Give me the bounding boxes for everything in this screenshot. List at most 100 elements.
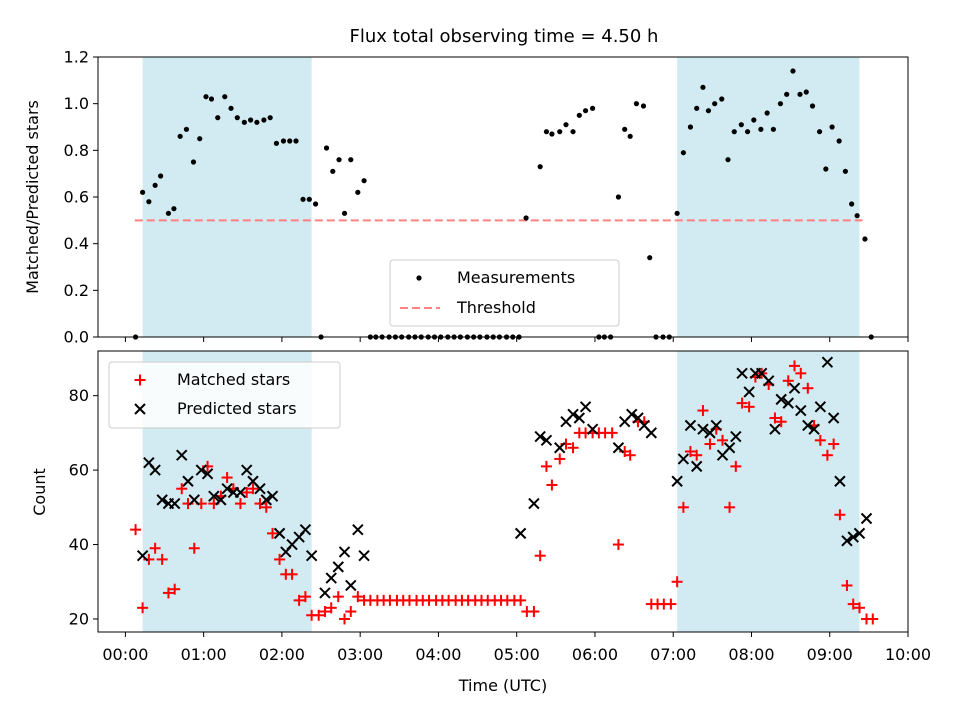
bottom-y-tick-label-1: 20 bbox=[69, 609, 89, 628]
matched-star-point-114 bbox=[867, 613, 879, 625]
predicted-star-point-65 bbox=[762, 375, 775, 387]
predicted-star-point-60 bbox=[730, 430, 742, 443]
matched-star-point-94 bbox=[736, 397, 748, 409]
predicted-star-point-45 bbox=[612, 442, 625, 454]
predicted-star-point-33 bbox=[352, 523, 364, 536]
matched-star-point-68 bbox=[567, 442, 579, 454]
measurement-point-5 bbox=[158, 173, 164, 179]
measurement-point-32 bbox=[330, 168, 336, 174]
measurement-point-91 bbox=[719, 96, 725, 102]
predicted-star-point-62 bbox=[743, 386, 755, 398]
measurement-point-108 bbox=[829, 124, 835, 130]
bottom-y-ticks: 20 40 60 80 bbox=[69, 386, 98, 628]
x-tick-label-2: 01:00 bbox=[181, 645, 227, 664]
predicted-star-point-19 bbox=[254, 483, 266, 495]
predicted-star-point-32 bbox=[345, 579, 357, 592]
predicted-star-point-75 bbox=[827, 412, 840, 424]
predicted-star-point-36 bbox=[528, 497, 540, 510]
measurement-point-89 bbox=[705, 108, 712, 114]
measurement-point-36 bbox=[355, 189, 361, 195]
measurement-point-100 bbox=[777, 101, 784, 107]
measurement-point-88 bbox=[700, 84, 706, 90]
matched-star-point-83 bbox=[665, 598, 677, 610]
matched-star-point-34 bbox=[345, 606, 357, 618]
measurement-point-111 bbox=[849, 201, 855, 207]
measurement-point-63 bbox=[537, 164, 543, 170]
top-shaded-band-2 bbox=[677, 57, 860, 337]
legend-matched-symbol bbox=[134, 374, 146, 386]
matched-star-point-75 bbox=[612, 539, 624, 551]
measurement-point-99 bbox=[770, 126, 776, 132]
measurement-point-6 bbox=[165, 210, 172, 216]
top-y-tick-label-7: 1.2 bbox=[64, 48, 89, 67]
matched-star-point-2 bbox=[137, 602, 149, 614]
measurement-point-64 bbox=[543, 129, 550, 135]
measurement-point-92 bbox=[725, 157, 731, 163]
predicted-star-point-73 bbox=[814, 401, 827, 413]
predicted-star-point-52 bbox=[677, 453, 690, 465]
measurement-point-80 bbox=[647, 255, 653, 261]
predicted-star-point-6 bbox=[168, 497, 181, 510]
x-tick-label-5: 04:00 bbox=[415, 645, 461, 664]
top-y-tick-label-4: 0.6 bbox=[64, 188, 89, 207]
measurement-point-105 bbox=[809, 103, 816, 109]
bottom-y-axis-label: Count bbox=[30, 468, 49, 516]
measurement-point-77 bbox=[627, 133, 633, 139]
predicted-star-point-4 bbox=[156, 494, 168, 506]
measurement-point-4 bbox=[152, 182, 158, 188]
top-legend-box bbox=[389, 259, 620, 327]
bottom-shaded-band-2 bbox=[677, 351, 860, 632]
matched-star-point-102 bbox=[789, 360, 801, 372]
measurement-point-65 bbox=[549, 131, 555, 137]
matched-star-point-103 bbox=[795, 367, 807, 379]
measurement-point-9 bbox=[183, 126, 190, 132]
matched-star-point-4 bbox=[149, 542, 161, 554]
matched-star-point-65 bbox=[546, 479, 558, 491]
matched-star-point-5 bbox=[156, 553, 168, 565]
predicted-star-point-30 bbox=[332, 561, 344, 573]
measurement-point-11 bbox=[197, 136, 203, 142]
measurement-point-20 bbox=[254, 119, 260, 125]
predicted-star-point-21 bbox=[266, 490, 279, 502]
matched-star-point-60 bbox=[515, 594, 527, 606]
top-x-ticks bbox=[124, 337, 909, 342]
predicted-star-point-37 bbox=[534, 430, 546, 443]
x-tick-label-11: 10:00 bbox=[885, 645, 931, 664]
x-tick-label-10: 09:00 bbox=[807, 645, 853, 664]
predicted-star-point-72 bbox=[808, 423, 820, 435]
predicted-star-point-80 bbox=[860, 512, 873, 525]
predicted-star-point-28 bbox=[319, 587, 331, 599]
measurement-point-2 bbox=[140, 189, 146, 195]
matched-star-point-35 bbox=[352, 591, 364, 603]
measurement-point-101 bbox=[784, 91, 790, 97]
matched-star-point-84 bbox=[671, 576, 683, 588]
predicted-star-point-79 bbox=[853, 527, 866, 540]
bottom-y-tick-label-2: 40 bbox=[69, 535, 89, 554]
matched-star-point-108 bbox=[828, 438, 840, 450]
top-legend: Measurements Threshold bbox=[389, 259, 620, 327]
top-y-ticks: 0.0 0.2 0.4 0.6 0.8 1.0 1.2 bbox=[64, 48, 98, 347]
predicted-star-point-69 bbox=[788, 382, 801, 394]
predicted-star-point-50 bbox=[645, 427, 658, 439]
top-y-tick-label-2: 0.2 bbox=[64, 281, 89, 300]
predicted-star-point-78 bbox=[847, 531, 859, 543]
matched-star-point-6 bbox=[162, 587, 174, 599]
predicted-star-point-68 bbox=[782, 397, 794, 409]
matched-star-point-101 bbox=[782, 375, 794, 387]
measurement-point-33 bbox=[336, 157, 342, 163]
top-y-tick-label-3: 0.4 bbox=[64, 234, 89, 253]
measurement-point-7 bbox=[171, 206, 177, 212]
predicted-star-point-9 bbox=[188, 494, 200, 506]
measurement-point-97 bbox=[758, 126, 764, 132]
measurement-point-87 bbox=[694, 105, 700, 111]
measurement-point-66 bbox=[557, 129, 563, 135]
x-axis-label: Time (UTC) bbox=[458, 676, 547, 695]
measurement-point-85 bbox=[680, 150, 686, 156]
matched-star-point-104 bbox=[802, 382, 814, 394]
measurement-point-109 bbox=[836, 138, 842, 144]
matched-star-point-10 bbox=[188, 542, 200, 554]
measurement-point-31 bbox=[323, 145, 330, 151]
measurement-point-67 bbox=[563, 122, 569, 128]
predicted-star-point-66 bbox=[769, 423, 781, 435]
